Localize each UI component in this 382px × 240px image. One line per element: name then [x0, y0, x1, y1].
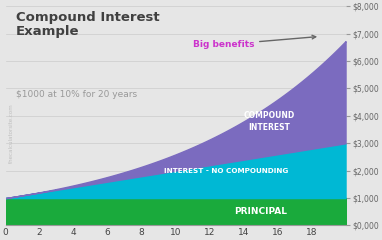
Text: Compound Interest
Example: Compound Interest Example: [16, 11, 159, 38]
Text: thecalculatorsite.com: thecalculatorsite.com: [9, 103, 14, 163]
Text: Big benefits: Big benefits: [193, 35, 316, 49]
Text: $1000 at 10% for 20 years: $1000 at 10% for 20 years: [16, 90, 137, 99]
Text: INTEREST - NO COMPOUNDING: INTEREST - NO COMPOUNDING: [164, 168, 289, 174]
Text: COMPOUND
INTEREST: COMPOUND INTEREST: [243, 111, 295, 132]
Text: PRINCIPAL: PRINCIPAL: [234, 207, 287, 216]
